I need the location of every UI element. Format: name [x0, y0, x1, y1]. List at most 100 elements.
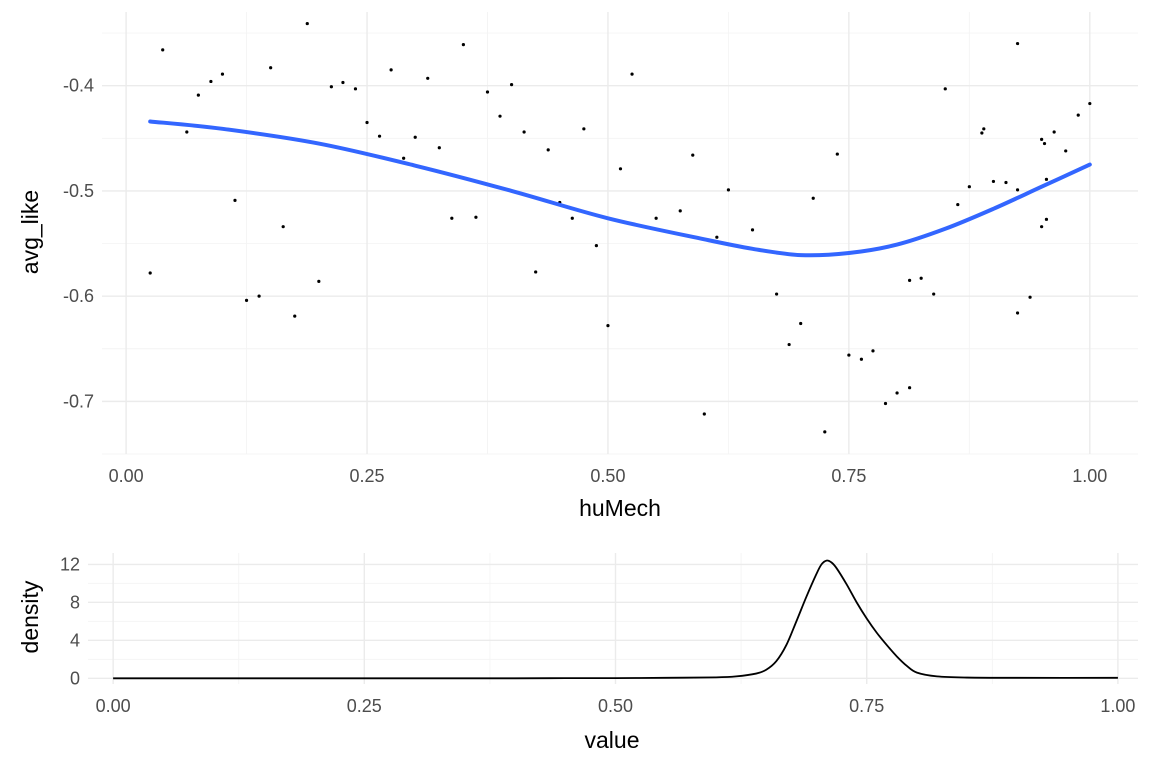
- scatter-point: [426, 76, 430, 80]
- scatter-point: [570, 216, 574, 220]
- scatter-point: [233, 198, 237, 202]
- scatter-point: [967, 185, 971, 189]
- scatter-point: [269, 66, 273, 70]
- top-y-tick-labels: -0.7 -0.6 -0.5 -0.4: [63, 76, 94, 412]
- y-tick-label: -0.6: [63, 286, 94, 306]
- y-tick-label: 0: [70, 668, 80, 688]
- scatter-point: [982, 127, 986, 131]
- scatter-point: [823, 430, 827, 434]
- bottom-y-axis-title: density: [17, 580, 43, 653]
- scatter-point: [305, 21, 309, 26]
- scatter-point: [991, 179, 996, 184]
- x-tick-label: 0.25: [347, 696, 382, 716]
- y-tick-label: 12: [60, 554, 80, 574]
- top-grid: [102, 12, 1138, 455]
- scatter-point: [1028, 295, 1032, 299]
- scatter-point: [329, 85, 333, 89]
- scatter-point: [691, 153, 695, 157]
- scatter-point: [437, 146, 441, 150]
- scatter-point: [919, 276, 923, 280]
- scatter-point: [775, 292, 779, 296]
- y-tick-label: -0.7: [63, 391, 94, 411]
- scatter-point: [413, 135, 417, 139]
- x-tick-label: 1.00: [1072, 466, 1107, 486]
- density-panel: 0.00 0.25 0.50 0.75 1.00 0 4 8 12 value density: [17, 553, 1138, 753]
- scatter-point: [293, 314, 297, 318]
- scatter-point: [835, 152, 839, 156]
- scatter-point: [715, 235, 719, 239]
- scatter-point: [389, 68, 393, 72]
- top-x-axis-title: huMech: [579, 495, 661, 521]
- scatter-point: [196, 93, 200, 97]
- bottom-y-tick-labels: 0 4 8 12: [60, 554, 80, 688]
- scatter-point: [1015, 311, 1020, 315]
- scatter-point: [1088, 101, 1092, 106]
- x-tick-label: 0.50: [590, 466, 625, 486]
- scatter-point: [859, 357, 864, 361]
- scatter-point: [702, 412, 706, 416]
- x-tick-label: 0.75: [831, 466, 866, 486]
- scatter-point: [281, 225, 285, 229]
- scatter-point: [209, 79, 213, 84]
- x-tick-label: 0.25: [349, 466, 384, 486]
- scatter-point: [750, 228, 755, 232]
- scatter-point: [654, 216, 658, 220]
- scatter-point: [1052, 130, 1056, 134]
- scatter-point: [1015, 41, 1020, 46]
- scatter-point: [341, 80, 345, 85]
- scatter-point: [546, 148, 550, 152]
- y-tick-label: 8: [70, 592, 80, 612]
- x-tick-label: 0.75: [849, 696, 884, 716]
- scatter-point: [1042, 141, 1047, 146]
- scatter-point: [161, 48, 165, 52]
- scatter-point: [980, 131, 984, 135]
- scatter-point: [1015, 188, 1020, 192]
- scatter-point: [317, 279, 321, 284]
- y-tick-label: -0.4: [63, 76, 94, 96]
- scatter-point: [485, 90, 490, 94]
- density-curve: [113, 559, 1118, 680]
- bottom-x-axis-title: value: [585, 727, 640, 753]
- scatter-point: [618, 167, 623, 171]
- y-tick-label: -0.5: [63, 181, 94, 201]
- scatter-point: [461, 43, 465, 47]
- scatter-point: [907, 278, 912, 282]
- scatter-point: [377, 134, 382, 138]
- scatter-point: [883, 401, 888, 406]
- scatter-point: [257, 294, 261, 298]
- bottom-x-tick-labels: 0.00 0.25 0.50 0.75 1.00: [96, 696, 1136, 716]
- scatter-point: [956, 202, 960, 207]
- scatter-point: [522, 130, 526, 134]
- scatter-point: [907, 386, 912, 390]
- scatter-point: [726, 188, 731, 192]
- scatter-point: [244, 298, 249, 302]
- x-tick-label: 1.00: [1100, 696, 1135, 716]
- scatter-point: [799, 321, 803, 326]
- scatter-point: [594, 244, 598, 248]
- scatter-point: [1044, 177, 1049, 181]
- top-x-tick-labels: 0.00 0.25 0.50 0.75 1.00: [109, 466, 1108, 486]
- scatter-point: [353, 87, 358, 91]
- scatter-point: [474, 215, 478, 219]
- scatter-point: [148, 271, 152, 275]
- y-tick-label: 4: [70, 630, 80, 650]
- loess-smooth-line: [148, 119, 1092, 258]
- scatter-point: [220, 72, 225, 76]
- scatter-point: [1040, 225, 1044, 229]
- scatter-point: [185, 130, 189, 134]
- scatter-point: [1076, 113, 1080, 117]
- scatter-point: [365, 120, 369, 125]
- scatter-point: [1040, 137, 1044, 141]
- scatter-point: [630, 72, 634, 76]
- x-tick-label: 0.00: [96, 696, 131, 716]
- scatter-point: [402, 156, 406, 160]
- scatter-point: [678, 209, 682, 213]
- scatter-point: [847, 353, 851, 357]
- scatter-point: [534, 270, 538, 274]
- bottom-grid: [88, 553, 1138, 684]
- scatter-panel: 0.00 0.25 0.50 0.75 1.00 -0.7 -0.6 -0.5 -0.4 hu…: [17, 12, 1138, 521]
- scatter-point: [1004, 180, 1008, 185]
- x-tick-label: 0.00: [109, 466, 144, 486]
